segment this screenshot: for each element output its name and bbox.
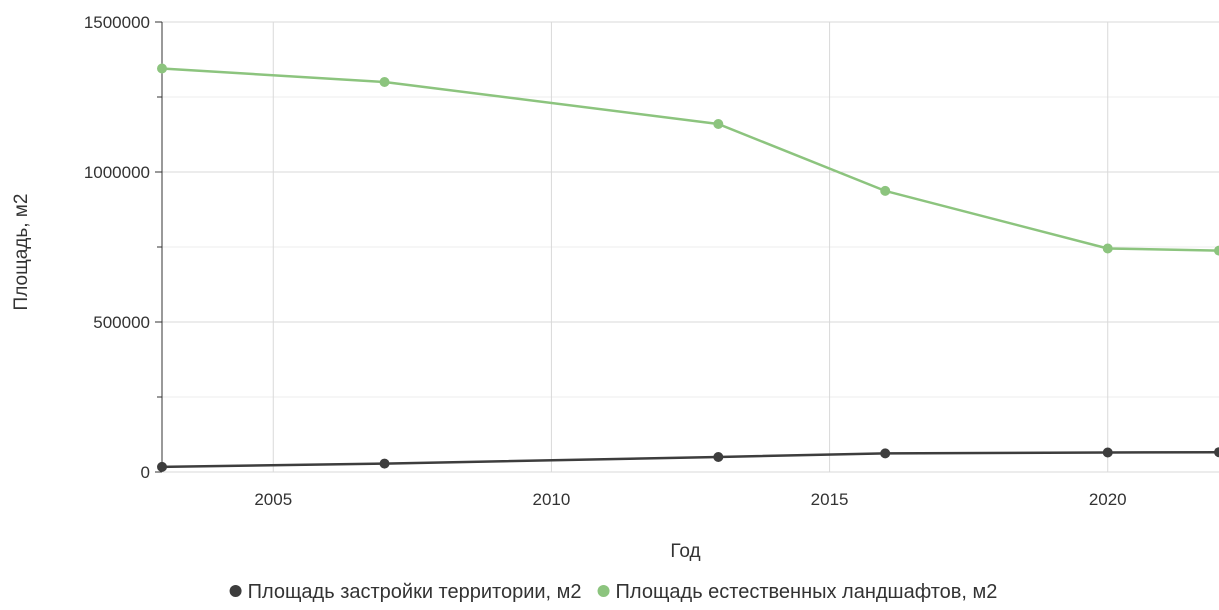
legend-label: Площадь естественных ландшафтов, м2	[616, 581, 998, 603]
data-point	[1214, 245, 1219, 256]
series-line	[161, 67, 1219, 252]
data-point	[157, 461, 167, 472]
tick-labels: 0 500000 1000000 1500000 2005 2010 2015 2020	[84, 13, 1127, 509]
series-group	[157, 63, 1219, 472]
legend-item: Площадь застройки территории, м2	[229, 581, 582, 603]
legend: Площадь застройки территории, м2 Площадь …	[229, 581, 998, 603]
data-point	[1214, 447, 1219, 458]
legend-marker	[597, 585, 610, 597]
data-point	[713, 452, 724, 462]
data-point	[1102, 447, 1113, 458]
grid	[162, 21, 1219, 473]
y-tick-label: 500000	[93, 313, 150, 332]
data-point	[713, 119, 724, 129]
x-tick-label: 2015	[811, 490, 849, 509]
series-1	[157, 447, 1219, 472]
series-line	[161, 450, 1219, 469]
data-point	[880, 185, 891, 196]
y-tick-label: 1500000	[84, 13, 150, 32]
y-tick-label: 1000000	[84, 163, 150, 182]
legend-marker	[229, 585, 242, 597]
x-tick-label: 2010	[533, 490, 571, 509]
data-point	[880, 448, 891, 459]
data-point	[1102, 243, 1113, 254]
legend-label: Площадь застройки территории, м2	[248, 581, 582, 603]
y-axis-title: Площадь, м2	[11, 194, 32, 311]
axes	[155, 21, 163, 473]
data-point	[379, 458, 390, 469]
data-point	[379, 77, 390, 87]
series-2	[157, 63, 1219, 256]
y-tick-label: 0	[141, 463, 150, 482]
data-point	[157, 63, 167, 74]
x-tick-label: 2020	[1089, 490, 1127, 509]
x-tick-label: 2005	[254, 490, 292, 509]
x-axis-title: Год	[670, 541, 700, 562]
legend-item: Площадь естественных ландшафтов, м2	[597, 581, 998, 603]
